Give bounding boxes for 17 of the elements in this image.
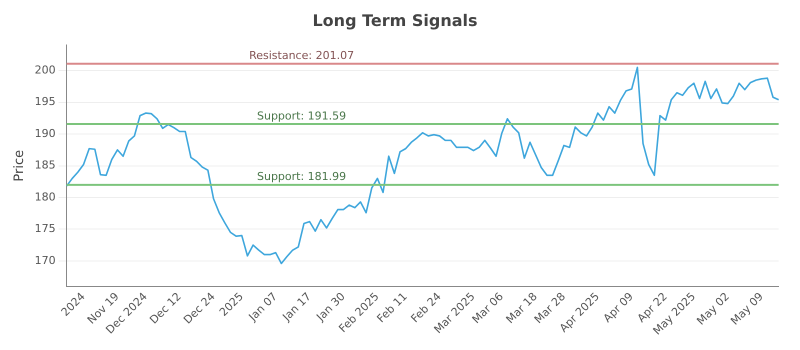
y-axis-title: Price (12, 150, 28, 182)
chart-title: Long Term Signals (312, 10, 478, 30)
x-tick-label: Jan 07 (246, 290, 280, 324)
ref-line-label: Support: 191.59 (256, 109, 346, 122)
y-tick-label: 200 (34, 63, 56, 76)
x-tick-label: Jan 17 (279, 290, 314, 324)
y-tick-label: 175 (34, 222, 56, 236)
ref-line-label: Support: 181.99 (256, 170, 346, 184)
x-tick-label: Apr 09 (600, 290, 636, 325)
y-tick-label: 185 (34, 158, 56, 172)
y-tick-label: 190 (34, 126, 56, 140)
x-tick-label: Dec 12 (147, 290, 184, 327)
y-tick-label: 170 (34, 254, 56, 267)
y-tick-label: 180 (34, 190, 56, 204)
x-tick-label: Dec 24 (181, 290, 218, 327)
y-tick-label: 195 (34, 95, 56, 108)
ref-line-label: Resistance: 201.07 (249, 49, 354, 62)
